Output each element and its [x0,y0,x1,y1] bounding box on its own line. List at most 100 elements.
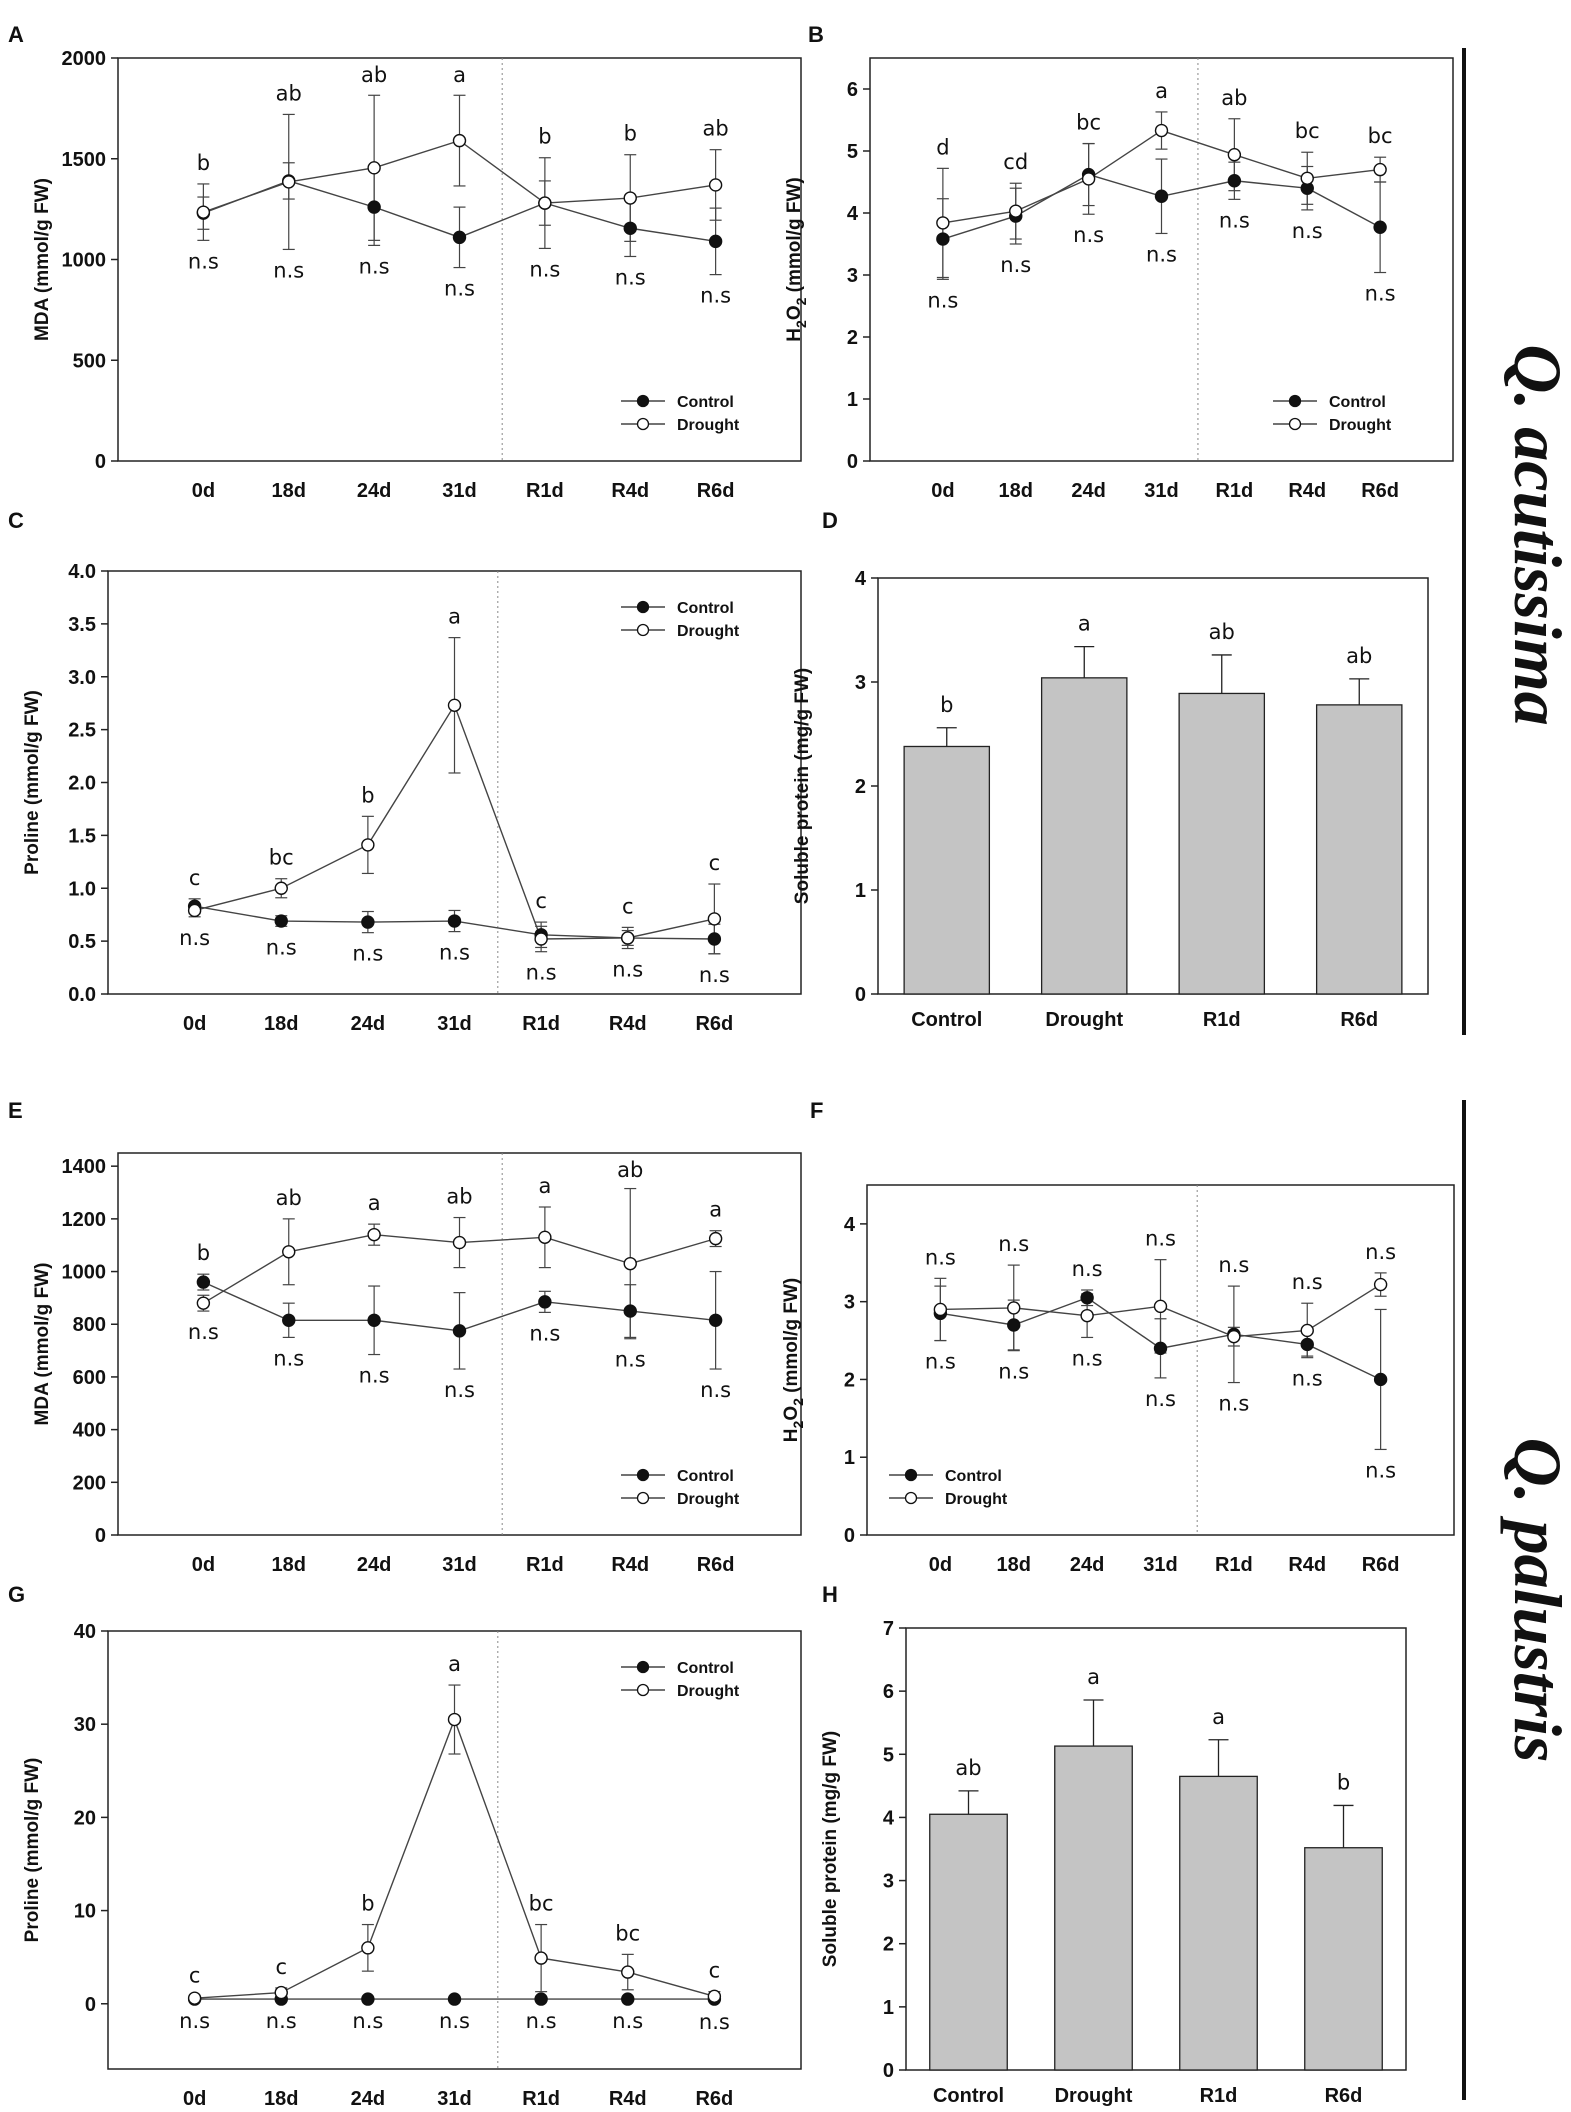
panel-f-significance-letter: n.s [1218,1253,1249,1277]
panel-e-point-drought [623,1256,637,1271]
panel-h-x-tick-label: R1d [1200,2085,1238,2107]
panel-b-x-tick-label: 0d [931,480,954,502]
panel-h-x-tick-label: Drought [1055,2085,1133,2107]
panel-b-ns-label: n.s [927,288,958,312]
panel-f-ns-label: n.s [1292,1367,1323,1391]
panel-h-x-tick-label: R6d [1325,2085,1363,2107]
panel-c-x-tick-label: R1d [522,1013,560,1035]
panel-a-point-control [623,221,637,235]
panel-e-legend-label: Drought [677,1491,740,1508]
panel-f-point-drought [1373,1277,1388,1292]
panel-e-ns-label: n.s [615,1348,646,1372]
panel-g-x-tick-label: R1d [522,2088,560,2110]
panel-b-significance-letter: bc [1368,124,1393,148]
panel-e-legend-marker [636,1468,650,1482]
panel-a-point-control [452,230,467,245]
panel-g-letter: G [8,1582,25,1607]
panel-d-bar [1315,704,1403,995]
panel-b-letter: B [808,22,824,47]
panel-e-y-tick-label: 800 [73,1314,106,1336]
panel-d-y-tick-label: 4 [855,568,867,590]
panel-f-y-axis-label: H2O2 (mmol/g FW) [781,1278,806,1442]
panel-g-point-control [621,1992,635,2006]
panel-e-ns-label: n.s [359,1364,390,1388]
panel-c-ns-label: n.s [179,926,210,950]
panel-a-point-drought [623,191,637,205]
panel-b-legend-marker [1288,394,1302,408]
panel-g-series-drought-line [194,1717,715,1999]
panel-b-ns-label: n.s [1292,219,1323,243]
panel-a-significance-letter: a [453,63,466,87]
panel-e-y-tick-label: 200 [73,1472,106,1494]
panel-e-point-drought [708,1231,723,1246]
panel-c-significance-letter: c [535,889,547,913]
panel-b-legend-label: Drought [1329,417,1392,434]
panel-f-significance-letter: n.s [1365,1240,1396,1264]
panel-c-significance-letter: a [448,605,461,629]
panel-a-x-tick-label: 24d [357,480,391,502]
panel-g-point-control [447,1992,462,2006]
panel-d-letter: D [822,508,838,533]
panel-b-point-control [1227,174,1242,188]
panel-f-x-tick-label: 31d [1143,1554,1177,1576]
panel-a-ns-label: n.s [615,265,646,289]
panel-b-legend-marker [1288,417,1302,431]
panel-b-point-control [1373,220,1387,234]
panel-d-y-tick-label: 0 [855,984,866,1006]
panel-f-letter: F [810,1098,823,1123]
panel-a-y-tick-label: 500 [73,350,106,372]
panel-f-significance-letter: n.s [925,1245,956,1269]
panel-f-ns-label: n.s [1072,1346,1103,1370]
panel-b-x-tick-label: R4d [1288,480,1326,502]
panel-g-significance-letter: c [709,1959,721,1983]
panel-f-point-drought [1080,1308,1094,1323]
panel-h-y-tick-label: 4 [883,1807,895,1829]
panel-b-x-tick-label: R1d [1215,480,1253,502]
panel-a-ns-label: n.s [444,277,475,301]
panel-f-point-control [1080,1291,1094,1305]
panel-a-significance-letter: ab [361,63,387,87]
panel-f-legend-label: Control [945,1468,1002,1485]
panel-g-ns-label: n.s [699,2010,730,2034]
panel-b-ns-label: n.s [1000,253,1031,277]
panel-g-ns-label: n.s [266,2009,297,2033]
panel-e-letter: E [8,1098,23,1123]
panel-a-significance-letter: ab [276,81,302,105]
panel-g-y-tick-label: 30 [74,1714,96,1736]
panel-e-point-drought [452,1235,467,1250]
panel-c-point-control [274,914,288,928]
panel-e-ns-label: n.s [700,1378,731,1402]
panel-f-significance-letter: n.s [1292,1270,1323,1294]
panel-b-x-tick-label: 18d [999,480,1033,502]
panel-a-x-tick-label: R4d [611,480,649,502]
panel-e-x-tick-label: R1d [526,1554,564,1576]
panel-a-ns-label: n.s [359,254,390,278]
panel-c-x-tick-label: 24d [351,1013,385,1035]
panel-b-y-axis-label-part: 2 [793,320,809,328]
panel-a-significance-letter: ab [703,117,729,141]
panel-d-significance-letter: b [940,693,953,717]
panel-g: G 0 10 20 30 40 Proline (mmol/g FW) 0d 18d 24d 31d… [8,1582,802,2110]
panel-b-significance-letter: cd [1003,150,1028,174]
panel-b-y-axis-label: H2O2 (mmol/g FW) [784,177,809,341]
panel-e-significance-letter: ab [617,1158,643,1182]
panel-a-legend-label: Drought [677,417,740,434]
panel-b-point-drought [1300,171,1314,185]
panel-e-y-tick-label: 0 [95,1525,106,1547]
panel-h-y-tick-label: 5 [883,1744,894,1766]
panel-a-ns-label: n.s [529,257,560,281]
panel-b-ns-label: n.s [1219,208,1250,232]
panel-e-x-tick-label: R6d [697,1554,735,1576]
panel-c-point-drought [274,881,288,895]
panel-e-point-control [282,1313,296,1327]
panel-g-x-tick-label: 0d [183,2088,206,2110]
panel-c-y-tick-label: 1.0 [68,878,96,900]
panel-e-point-control [367,1313,381,1327]
panel-c-legend-marker [636,600,650,614]
panel-b-point-drought [1227,148,1242,162]
panel-b-ns-label: n.s [1365,282,1396,306]
panel-e-ns-label: n.s [444,1378,475,1402]
panel-b-plot-frame [869,57,1454,462]
